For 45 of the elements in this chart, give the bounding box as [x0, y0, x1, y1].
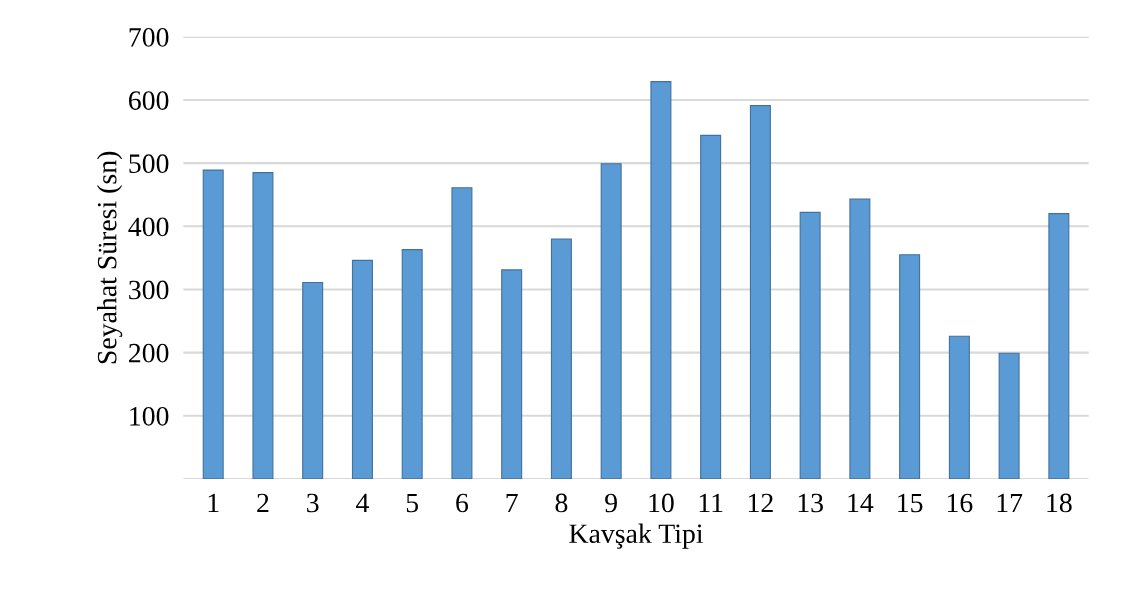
- x-tick-label: 12: [748, 493, 773, 513]
- y-tick-label: 300: [129, 280, 169, 300]
- bar: [998, 352, 1020, 479]
- bar: [1048, 213, 1070, 479]
- x-tick-label: 10: [649, 493, 674, 513]
- x-tick-label: 18: [1047, 493, 1072, 513]
- bar: [451, 187, 473, 479]
- x-tick-label: 8: [555, 493, 568, 513]
- bar: [252, 172, 274, 479]
- y-tick-label: 700: [129, 28, 169, 47]
- bar: [600, 163, 622, 479]
- bar: [550, 238, 572, 479]
- bar: [799, 211, 821, 479]
- bar: [700, 134, 722, 479]
- bar: [401, 249, 423, 479]
- bar: [302, 281, 324, 479]
- bar: [948, 335, 970, 479]
- x-tick-label: 6: [456, 493, 469, 513]
- bar: [501, 269, 523, 479]
- bar: [650, 81, 672, 479]
- x-axis-title: Kavşak Tipi: [569, 523, 704, 549]
- y-tick-label: 600: [129, 91, 169, 110]
- y-axis-title: Seyahat Süresi (sn): [96, 151, 123, 364]
- x-tick-label: 13: [798, 493, 823, 513]
- x-tick-label: 16: [947, 493, 973, 513]
- y-tick-label: 500: [129, 154, 169, 174]
- y-tick-label: 200: [129, 343, 169, 363]
- y-tick-label: 400: [128, 217, 169, 237]
- bar: [899, 254, 921, 479]
- x-tick-label: 15: [898, 493, 923, 513]
- bar: [351, 259, 373, 479]
- x-tick-label: 11: [699, 493, 723, 513]
- x-tick-label: 4: [356, 493, 369, 513]
- x-tick-label: 17: [997, 493, 1023, 513]
- x-tick-label: 14: [848, 493, 874, 513]
- x-tick-label: 2: [257, 493, 269, 513]
- x-tick-label: 3: [307, 493, 319, 513]
- bar: [202, 169, 224, 479]
- x-tick-label: 5: [406, 493, 419, 513]
- x-tick-label: 7: [506, 493, 518, 513]
- y-tick-label: 100: [130, 406, 169, 426]
- x-tick-label: 1: [208, 493, 219, 513]
- bar: [849, 198, 871, 479]
- bar: [749, 105, 771, 479]
- x-tick-label: 9: [605, 493, 617, 513]
